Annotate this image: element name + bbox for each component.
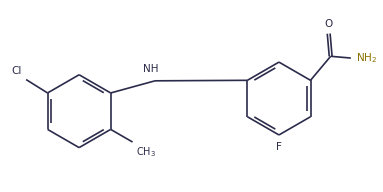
Text: NH$_2$: NH$_2$ xyxy=(356,51,377,65)
Text: O: O xyxy=(324,19,333,29)
Text: NH: NH xyxy=(143,64,159,74)
Text: F: F xyxy=(276,142,282,152)
Text: CH$_3$: CH$_3$ xyxy=(136,145,155,159)
Text: Cl: Cl xyxy=(12,65,22,75)
